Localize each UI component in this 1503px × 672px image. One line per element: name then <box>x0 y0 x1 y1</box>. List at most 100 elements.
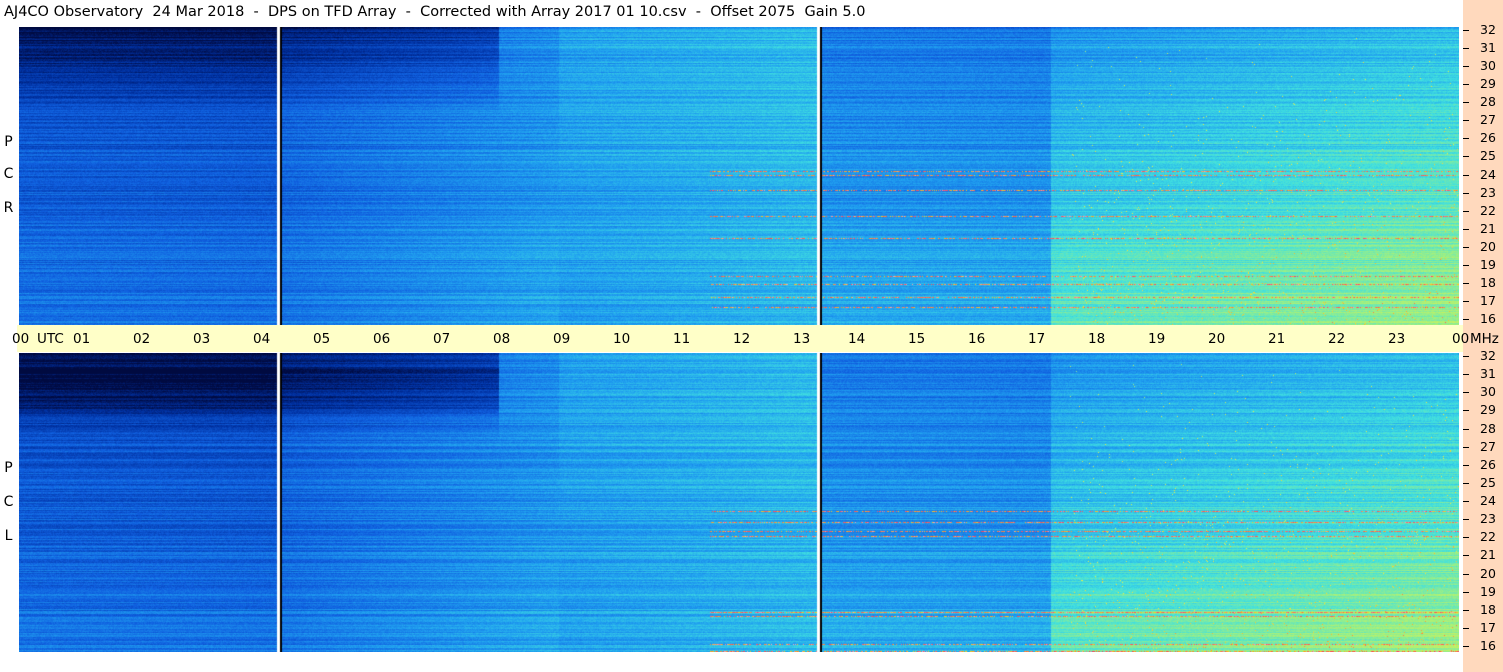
lcp-freq-tick-mark <box>1463 591 1469 593</box>
lcp-freq-tick-31: 31 <box>1480 366 1496 382</box>
lcp-freq-tick-22: 22 <box>1480 529 1496 545</box>
lcp-freq-tick-mark <box>1463 519 1469 521</box>
rcp-freq-tick-18: 18 <box>1480 274 1496 290</box>
lcp-label-c: C <box>3 494 14 510</box>
rcp-freq-tick-26: 26 <box>1480 130 1496 146</box>
rcp-freq-tick-mark <box>1463 264 1469 266</box>
lcp-freq-tick-29: 29 <box>1480 402 1496 418</box>
lcp-freq-tick-30: 30 <box>1480 384 1496 400</box>
rcp-freq-tick-22: 22 <box>1480 202 1496 218</box>
time-label-09: 09 <box>553 331 571 347</box>
rcp-freq-tick-29: 29 <box>1480 76 1496 92</box>
rcp-freq-tick-mark <box>1463 174 1469 176</box>
rcp-freq-tick-24: 24 <box>1480 166 1496 182</box>
lcp-freq-tick-18: 18 <box>1480 601 1496 617</box>
rcp-freq-tick-23: 23 <box>1480 184 1496 200</box>
lcp-freq-tick-19: 19 <box>1480 583 1496 599</box>
time-label-13: 13 <box>793 331 811 347</box>
lcp-freq-tick-23: 23 <box>1480 511 1496 527</box>
rcp-freq-tick-31: 31 <box>1480 40 1496 56</box>
lcp-freq-tick-mark <box>1463 573 1469 575</box>
time-label-19: 19 <box>1148 331 1166 347</box>
lcp-freq-tick-mark <box>1463 464 1469 466</box>
time-label-06: 06 <box>373 331 391 347</box>
lcp-freq-tick-26: 26 <box>1480 456 1496 472</box>
rcp-label-p: R <box>3 200 14 216</box>
rcp-freq-tick-17: 17 <box>1480 292 1496 308</box>
lcp-freq-tick-mark <box>1463 428 1469 430</box>
lcp-freq-tick-mark <box>1463 537 1469 539</box>
rcp-freq-tick-mark <box>1463 120 1469 122</box>
rcp-freq-tick-19: 19 <box>1480 256 1496 272</box>
frequency-axis-strip <box>1463 0 1503 672</box>
lcp-freq-tick-25: 25 <box>1480 474 1496 490</box>
lcp-freq-tick-20: 20 <box>1480 565 1496 581</box>
rcp-freq-tick-mark <box>1463 66 1469 68</box>
lcp-freq-tick-mark <box>1463 646 1469 647</box>
time-label-21: 21 <box>1268 331 1286 347</box>
time-label-mhz: MHz <box>1470 331 1499 347</box>
lcp-freq-tick-mark <box>1463 410 1469 412</box>
rcp-freq-tick-mark <box>1463 192 1469 194</box>
time-label-17: 17 <box>1028 331 1046 347</box>
lcp-spectrogram <box>19 353 1459 652</box>
lcp-freq-tick-mark <box>1463 446 1469 448</box>
rcp-freq-tick-mark <box>1463 210 1469 212</box>
time-label-10: 10 <box>613 331 631 347</box>
time-label-20: 20 <box>1208 331 1226 347</box>
time-label-08: 08 <box>493 331 511 347</box>
time-label-12: 12 <box>733 331 751 347</box>
lcp-freq-tick-17: 17 <box>1480 619 1496 635</box>
rcp-freq-tick-mark <box>1463 84 1469 86</box>
lcp-freq-tick-mark <box>1463 627 1469 629</box>
rcp-freq-tick-25: 25 <box>1480 148 1496 164</box>
lcp-freq-tick-mark <box>1463 609 1469 611</box>
rcp-freq-tick-mark <box>1463 228 1469 230</box>
lcp-spectrogram-canvas <box>19 353 1459 652</box>
rcp-freq-tick-28: 28 <box>1480 94 1496 110</box>
time-label-16: 16 <box>968 331 986 347</box>
time-label-15: 15 <box>908 331 926 347</box>
rcp-freq-tick-20: 20 <box>1480 238 1496 254</box>
rcp-freq-tick-30: 30 <box>1480 58 1496 74</box>
lcp-freq-tick-24: 24 <box>1480 493 1496 508</box>
lcp-freq-tick-16: 16 <box>1480 638 1496 653</box>
rcp-freq-tick-mark <box>1463 102 1469 104</box>
time-label-02: 02 <box>133 331 151 347</box>
rcp-freq-tick-mark <box>1463 246 1469 248</box>
lcp-freq-tick-mark <box>1463 374 1469 376</box>
rcp-freq-tick-mark <box>1463 156 1469 158</box>
rcp-freq-tick-mark <box>1463 30 1469 31</box>
time-label-18: 18 <box>1088 331 1106 347</box>
lcp-freq-tick-32: 32 <box>1480 348 1496 363</box>
time-label-00-end: 00 <box>1452 331 1470 347</box>
time-label-22: 22 <box>1328 331 1346 347</box>
lcp-freq-tick-mark <box>1463 482 1469 484</box>
time-label-04: 04 <box>253 331 271 347</box>
rcp-freq-tick-mark <box>1463 282 1469 284</box>
rcp-freq-tick-mark <box>1463 138 1469 140</box>
lcp-freq-tick-21: 21 <box>1480 547 1496 563</box>
time-label-utc: UTC <box>37 331 64 347</box>
rcp-freq-tick-mark <box>1463 48 1469 50</box>
lcp-freq-tick-mark <box>1463 392 1469 394</box>
time-axis-bar <box>17 325 1463 352</box>
time-label-03: 03 <box>193 331 211 347</box>
time-label-11: 11 <box>673 331 691 347</box>
rcp-freq-tick-16: 16 <box>1480 311 1496 326</box>
rcp-freq-tick-mark <box>1463 319 1469 320</box>
rcp-freq-tick-32: 32 <box>1480 22 1496 37</box>
lcp-freq-tick-27: 27 <box>1480 438 1496 454</box>
rcp-freq-tick-mark <box>1463 300 1469 302</box>
time-label-05: 05 <box>313 331 331 347</box>
lcp-label-l: L <box>4 528 13 544</box>
lcp-freq-tick-mark <box>1463 555 1469 557</box>
lcp-freq-tick-mark <box>1463 501 1469 502</box>
time-label-14: 14 <box>848 331 866 347</box>
rcp-freq-tick-21: 21 <box>1480 220 1496 236</box>
time-label-00: 00 <box>12 331 30 347</box>
rcp-freq-tick-27: 27 <box>1480 112 1496 128</box>
rcp-spectrogram <box>19 27 1459 325</box>
page-title: AJ4CO Observatory 24 Mar 2018 - DPS on T… <box>4 4 866 20</box>
